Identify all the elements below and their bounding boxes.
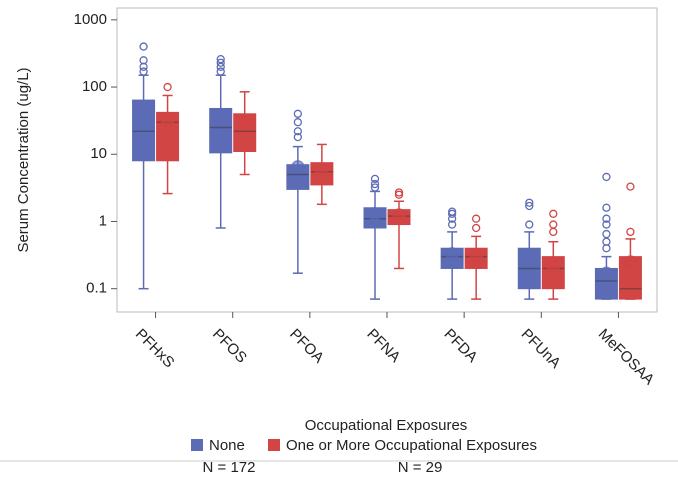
legend-label: None: [209, 437, 245, 454]
outlier: [293, 109, 303, 118]
y-tick-label: 100: [82, 78, 107, 95]
x-tick-label: MeFOSAA: [595, 326, 658, 389]
outlier: [139, 56, 148, 65]
legend-swatch: [268, 439, 280, 451]
mean: [368, 207, 382, 221]
y-axis-label: Serum Concentration (ug/L): [15, 67, 32, 252]
outlier: [525, 220, 534, 229]
outlier: [525, 198, 534, 207]
mean: [136, 101, 151, 115]
outlier: [394, 190, 404, 199]
legend-swatch: [191, 439, 203, 451]
outlier: [370, 179, 380, 189]
y-tick-label: 1: [99, 212, 107, 229]
mean: [213, 112, 228, 127]
n-label: N = 29: [398, 459, 443, 476]
outlier: [471, 223, 481, 233]
x-tick-label: PFOA: [286, 326, 327, 367]
mean: [522, 252, 537, 267]
outlier: [139, 67, 148, 76]
y-tick-label: 0.1: [86, 280, 107, 297]
outlier: [549, 209, 558, 218]
legend-title: Occupational Exposures: [305, 417, 468, 434]
outlier: [447, 220, 457, 229]
outlier: [602, 214, 611, 223]
outlier: [139, 42, 148, 51]
outlier: [471, 214, 481, 223]
mean: [623, 255, 638, 269]
mean: [291, 160, 305, 174]
outlier: [370, 183, 380, 192]
outlier: [525, 201, 534, 211]
outlier: [602, 220, 611, 229]
mean: [237, 115, 252, 129]
x-tick-label: PFHxS: [132, 326, 178, 372]
n-label: N = 172: [203, 459, 256, 476]
outlier: [626, 227, 635, 237]
box: [132, 99, 156, 162]
outlier: [602, 203, 611, 212]
outlier: [293, 132, 303, 142]
x-tick-label: PFNA: [363, 326, 403, 366]
legend-label: One or More Occupational Exposures: [286, 437, 537, 454]
outlier: [216, 67, 225, 76]
outlier: [216, 62, 225, 71]
outlier: [626, 182, 635, 191]
outlier: [370, 174, 380, 184]
mean: [392, 208, 406, 222]
outlier: [602, 172, 611, 182]
mean: [546, 258, 561, 273]
plot-frame: [116, 7, 658, 313]
outlier: [293, 118, 303, 127]
outlier: [602, 237, 611, 246]
mean: [469, 248, 483, 263]
x-tick-label: PFOS: [209, 326, 250, 367]
y-tick-label: 1000: [74, 11, 107, 28]
outlier: [394, 188, 404, 197]
x-tick-label: PFUnA: [518, 326, 564, 372]
x-tick-label: PFDA: [441, 326, 481, 366]
mean: [599, 266, 614, 280]
outlier: [549, 220, 558, 229]
mean: [160, 114, 175, 128]
y-tick-label: 10: [90, 145, 107, 162]
outlier: [447, 207, 457, 216]
outlier: [602, 229, 611, 239]
outlier: [293, 127, 303, 136]
outlier: [216, 55, 225, 64]
outlier: [216, 58, 225, 67]
mean: [445, 247, 459, 261]
outlier: [163, 82, 172, 92]
mean: [315, 163, 329, 177]
